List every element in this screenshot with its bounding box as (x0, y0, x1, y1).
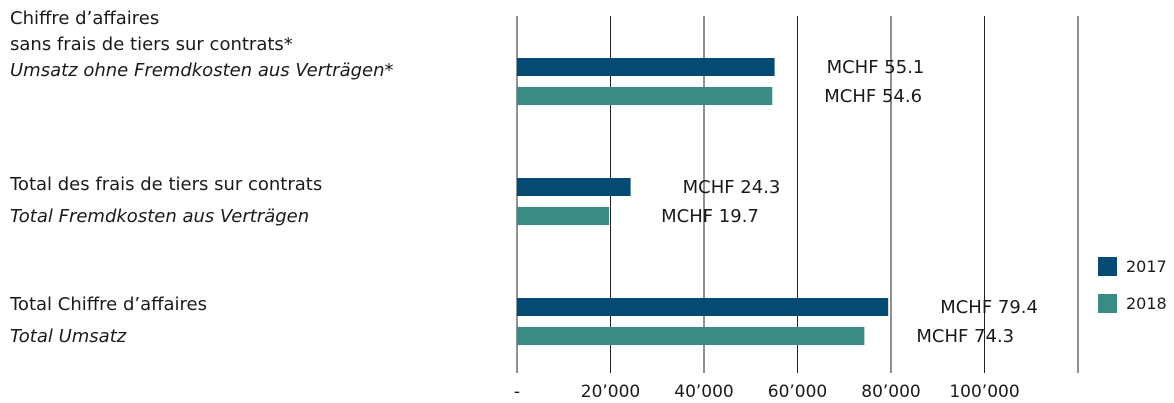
data-label-2017-3: MCHF 79.4 (940, 297, 1038, 318)
bar-2018-1 (517, 87, 773, 105)
category-1-line1: Chiffre d’affaires (10, 8, 160, 29)
category-1-line2: sans frais de tiers sur contrats* (10, 34, 293, 55)
bar-2018-3 (517, 327, 865, 345)
category-label-2: Total des frais de tiers sur contrats To… (10, 172, 322, 230)
x-tick-label-3: 60’000 (768, 382, 827, 402)
data-label-2018-3: MCHF 74.3 (916, 326, 1014, 347)
category-2-line1: Total des frais de tiers sur contrats (10, 174, 323, 195)
category-label-1: Chiffre d’affaires sans frais de tiers s… (10, 6, 394, 84)
bar-2018-2 (517, 207, 610, 225)
x-tick-label-1: 20’000 (581, 382, 640, 402)
legend-label-2017: 2017 (1126, 257, 1167, 276)
data-label-2017-1: MCHF 55.1 (827, 57, 925, 78)
x-tick-label-2: 40’000 (674, 382, 733, 402)
legend-swatch-2018 (1098, 294, 1117, 313)
x-tick-label-4: 80’000 (861, 382, 920, 402)
data-label-2017-2: MCHF 24.3 (683, 177, 781, 198)
x-tick-label-0: - (514, 382, 520, 402)
x-tick-label-5: 100’000 (949, 382, 1019, 402)
data-label-2018-2: MCHF 19.7 (661, 206, 759, 227)
legend-item-2018: 2018 (1098, 294, 1167, 313)
legend-item-2017: 2017 (1098, 257, 1167, 276)
category-3-line1: Total Chiffre d’affaires (10, 294, 208, 315)
category-3-line2: Total Umsatz (10, 326, 127, 347)
category-label-3: Total Chiffre d’affaires Total Umsatz (10, 292, 207, 350)
data-label-2018-1: MCHF 54.6 (824, 86, 922, 107)
legend-label-2018: 2018 (1126, 294, 1167, 313)
bar-2017-3 (517, 298, 889, 316)
bar-2017-2 (517, 178, 631, 196)
category-2-line2: Total Fremdkosten aus Verträgen (10, 206, 310, 227)
legend-swatch-2017 (1098, 257, 1117, 276)
category-1-line3: Umsatz ohne Fremdkosten aus Verträgen* (10, 60, 394, 81)
bar-2017-1 (517, 58, 775, 76)
